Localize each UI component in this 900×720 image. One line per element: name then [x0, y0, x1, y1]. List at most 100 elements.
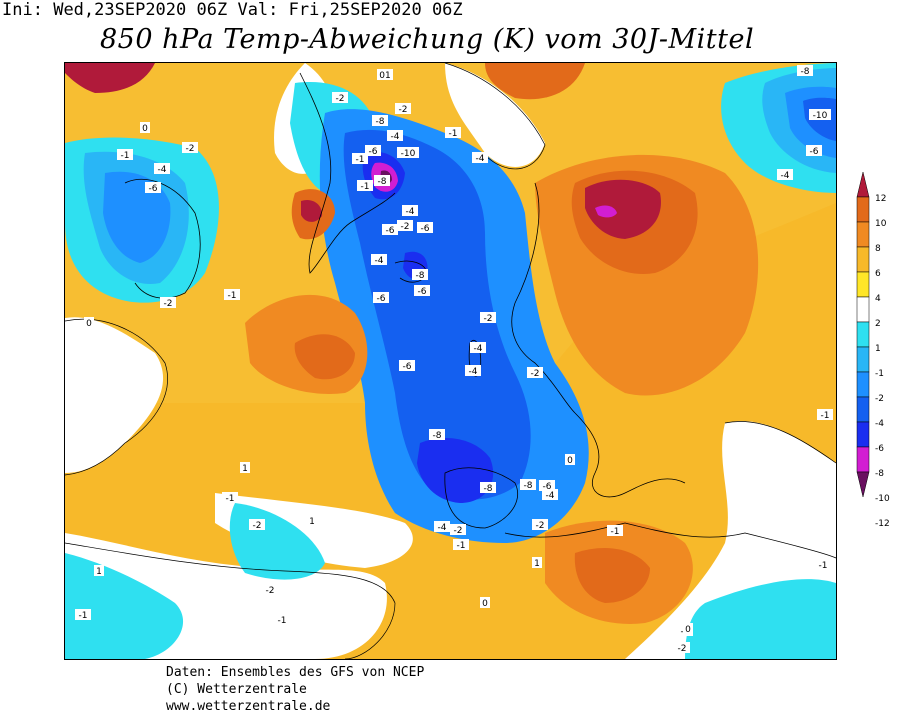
contour-label: -8	[412, 269, 428, 281]
contour-label-text: -4	[781, 171, 790, 181]
contour-label-box	[412, 269, 428, 280]
contour-label-box	[75, 609, 91, 620]
contour-label-text: -1	[278, 616, 287, 626]
contour-label: -6	[373, 292, 389, 304]
valid-value: Fri,25SEP2020 06Z	[288, 0, 463, 20]
colorbar-level-label: 12	[875, 194, 886, 204]
contour-label-box	[117, 149, 133, 160]
contour-label-box	[777, 169, 793, 180]
contour-label-box	[815, 559, 831, 570]
contour-label-text: -8	[416, 271, 425, 281]
contour-label-text: -1	[611, 527, 620, 537]
credit-data-source: Daten: Ensembles des GFS von NCEP	[166, 665, 425, 680]
contour-label-box	[307, 515, 317, 526]
anomaly-map-svg: -2-201-8-4-10-1-6-8-1-4-2-6-1-4-6-4-8-6-…	[65, 63, 836, 659]
contour-label: -8	[372, 115, 388, 127]
contour-label: -6	[399, 360, 415, 372]
contour-label-text: -6	[810, 147, 819, 157]
contour-label-text: -8	[376, 117, 385, 127]
contour-label: -8	[520, 479, 536, 491]
contour-label-text: -1	[361, 182, 370, 192]
contour-label-box	[683, 623, 693, 634]
contour-label-box	[387, 130, 403, 141]
contour-label: -2	[249, 519, 265, 531]
contour-label-text: -6	[377, 294, 386, 304]
contour-label: -6	[539, 480, 555, 492]
contour-label-text: -2	[484, 314, 493, 324]
contour-label-text: 0	[142, 124, 148, 134]
colorbar-swatch	[856, 346, 870, 373]
colorbar-swatch	[856, 196, 870, 223]
contour-label-box	[222, 492, 238, 503]
contour-label-text: -1	[819, 561, 828, 571]
contour-label-box	[382, 224, 398, 235]
contour-label-box	[377, 69, 393, 80]
coastline-greenland	[299, 72, 396, 274]
cold-trough-inner	[343, 129, 531, 500]
contour-label: -1	[453, 539, 469, 551]
contour-label-text: 0	[685, 625, 691, 635]
cold-core-iberia	[417, 438, 494, 503]
contour-label-text: -1	[821, 411, 830, 421]
contour-label-box	[402, 205, 418, 216]
contour-label: -1	[75, 609, 91, 621]
contour-label: -6	[365, 145, 381, 157]
contour-label-text: -1	[356, 155, 365, 165]
contour-label-text: -8	[801, 67, 810, 77]
contour-label-box	[371, 254, 387, 265]
coastline-iberia	[444, 467, 518, 529]
contour-label: -1	[357, 180, 373, 192]
contour-label-box	[154, 163, 170, 174]
contour-label-text: -4	[546, 491, 555, 501]
colorbar-level-label: -12	[875, 519, 890, 529]
contour-label: 1	[307, 515, 317, 527]
colorbar-level-label: -4	[875, 419, 884, 429]
contour-label-text: -4	[406, 207, 415, 217]
colorbar-swatch	[856, 396, 870, 423]
contour-label: -1	[274, 614, 290, 626]
contour-label: -4	[542, 489, 558, 501]
contour-zero-arctic	[444, 63, 546, 170]
contour-label-box	[374, 175, 390, 186]
contour-label-text: -2	[164, 299, 173, 309]
contour-label: -2	[395, 103, 411, 115]
contour-label: -6	[382, 224, 398, 236]
contour-label: -4	[387, 130, 403, 142]
warm-core-atlantic	[294, 334, 355, 380]
contour-label-text: -2	[266, 586, 275, 596]
contour-label: -1	[224, 289, 240, 301]
contour-label: -4	[154, 163, 170, 175]
contour-label: -2	[160, 297, 176, 309]
cold-core-canada	[103, 171, 171, 263]
contour-label-text: 0	[482, 599, 488, 609]
contour-label-text: -10	[813, 111, 828, 121]
contour-label: -8	[797, 65, 813, 77]
contour-label: -1	[117, 149, 133, 161]
contour-label-box	[527, 367, 543, 378]
contour-label-text: 0	[567, 456, 573, 466]
contour-label-box	[365, 145, 381, 156]
contour-label-text: -2	[336, 94, 345, 104]
contour-label-box	[809, 109, 831, 120]
contour-label-box	[145, 182, 161, 193]
contour-label-box	[445, 127, 461, 138]
colorbar-swatch	[856, 371, 870, 398]
extreme-warm-center	[595, 205, 617, 218]
contour-label-box	[453, 539, 469, 550]
contour-label: -1	[607, 525, 623, 537]
warm-core-africa	[574, 548, 650, 603]
contour-label: -2	[262, 584, 278, 596]
colorbar-swatches	[856, 172, 870, 498]
contour-label-text: -4	[469, 367, 478, 377]
colorbar-swatch	[856, 271, 870, 298]
contour-label-text: -2	[401, 222, 410, 232]
contour-label-box	[607, 525, 623, 536]
contour-zero-west	[65, 318, 168, 476]
contour-label-box	[414, 285, 430, 296]
contour-label-text: -8	[433, 431, 442, 441]
contour-label-text: -6	[369, 147, 378, 157]
contour-label: -2	[532, 519, 548, 531]
contour-label: -2	[480, 312, 496, 324]
contour-label-text: -2	[454, 526, 463, 536]
contour-label-text: 0	[86, 319, 92, 329]
